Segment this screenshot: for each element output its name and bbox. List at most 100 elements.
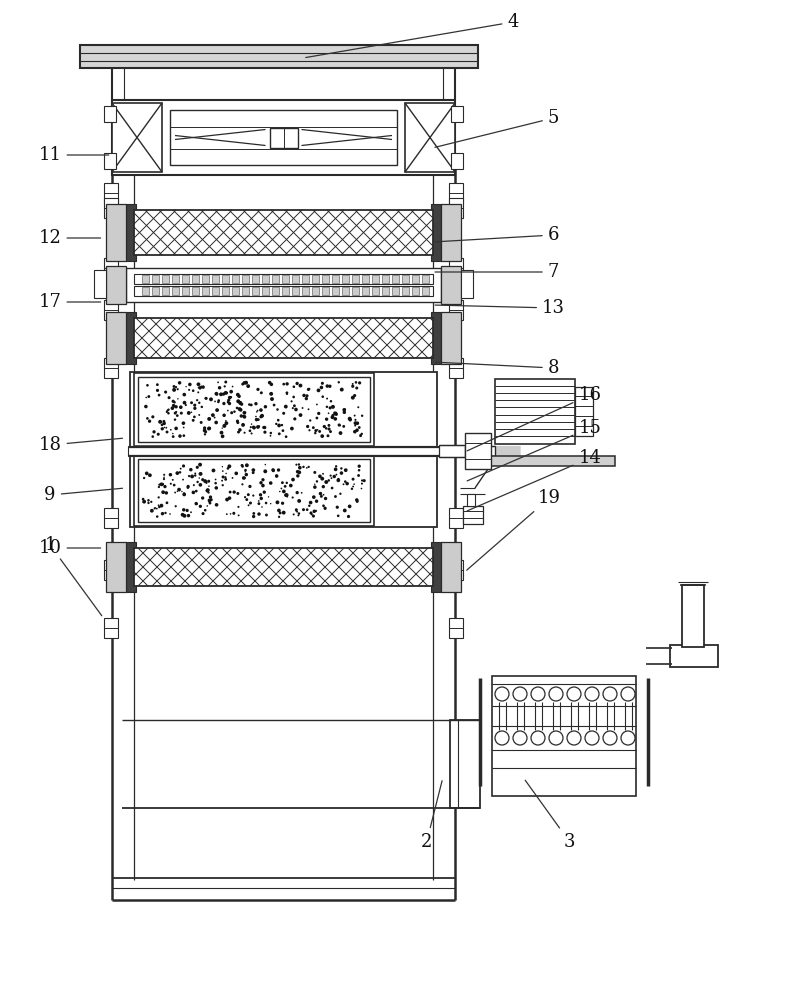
Point <box>242 378 255 394</box>
Bar <box>272 287 279 295</box>
Point <box>318 419 330 435</box>
Point <box>204 492 217 508</box>
Point <box>167 397 180 413</box>
Bar <box>402 287 409 295</box>
Bar <box>322 275 329 283</box>
Point <box>319 491 332 507</box>
Point <box>347 390 360 406</box>
Point <box>316 389 329 405</box>
Text: 16: 16 <box>467 386 601 451</box>
Bar <box>495 379 575 444</box>
Point <box>177 502 190 518</box>
Bar <box>104 560 118 580</box>
Point <box>152 489 165 505</box>
Point <box>291 485 304 501</box>
Point <box>194 457 207 473</box>
Point <box>164 476 177 492</box>
Point <box>228 484 241 500</box>
Point <box>202 473 215 489</box>
Point <box>309 503 322 519</box>
Text: 1: 1 <box>44 536 102 616</box>
Point <box>204 489 217 505</box>
Bar <box>112 103 162 172</box>
Point <box>203 494 216 510</box>
Point <box>218 418 231 434</box>
Point <box>291 375 304 391</box>
Point <box>238 489 251 505</box>
Point <box>229 465 242 481</box>
Text: 12: 12 <box>39 229 101 247</box>
Point <box>303 498 316 514</box>
Point <box>196 399 208 415</box>
Point <box>178 395 191 411</box>
Point <box>276 417 288 433</box>
Bar <box>212 275 219 283</box>
Point <box>181 502 194 518</box>
Point <box>238 470 250 486</box>
Point <box>277 505 290 521</box>
Point <box>151 377 164 393</box>
Point <box>235 408 248 424</box>
Point <box>301 388 314 404</box>
Point <box>323 378 336 394</box>
Point <box>349 412 362 428</box>
Point <box>158 471 170 487</box>
Point <box>164 422 177 438</box>
Bar <box>142 275 149 283</box>
Point <box>183 382 196 398</box>
Point <box>217 477 229 493</box>
Point <box>353 375 366 391</box>
Point <box>275 480 288 496</box>
Point <box>252 412 265 428</box>
Point <box>255 385 267 401</box>
Point <box>190 496 203 512</box>
Point <box>223 390 236 406</box>
Point <box>287 506 300 522</box>
Bar <box>104 618 118 638</box>
Point <box>201 483 214 499</box>
Point <box>258 484 271 500</box>
Point <box>235 396 248 412</box>
Point <box>232 499 245 515</box>
Bar <box>441 312 461 364</box>
Point <box>152 426 165 442</box>
Point <box>158 469 170 485</box>
Point <box>255 402 267 418</box>
Point <box>146 409 159 425</box>
Point <box>297 502 310 518</box>
Point <box>231 413 244 429</box>
Bar <box>94 270 106 298</box>
Point <box>217 386 230 402</box>
Point <box>280 385 293 401</box>
Point <box>158 479 171 495</box>
Point <box>159 505 172 521</box>
Point <box>286 490 299 506</box>
Point <box>200 390 213 406</box>
Point <box>158 415 170 431</box>
Point <box>184 504 197 520</box>
Point <box>162 405 175 421</box>
Point <box>271 494 284 510</box>
Point <box>281 489 294 505</box>
Point <box>155 417 168 433</box>
Point <box>236 376 249 392</box>
Text: 11: 11 <box>39 146 109 164</box>
Point <box>234 395 246 411</box>
Point <box>348 424 361 440</box>
Point <box>272 417 285 433</box>
Point <box>329 489 342 505</box>
Bar <box>467 494 475 506</box>
Point <box>195 414 208 430</box>
Point <box>188 409 201 425</box>
Point <box>166 393 179 409</box>
Point <box>145 494 158 510</box>
Text: 5: 5 <box>435 109 559 147</box>
Point <box>245 425 258 441</box>
Point <box>290 502 303 518</box>
Point <box>351 494 364 510</box>
Point <box>187 383 200 399</box>
Bar <box>104 198 118 218</box>
Point <box>348 408 361 424</box>
Bar <box>431 312 441 364</box>
Point <box>166 429 179 445</box>
